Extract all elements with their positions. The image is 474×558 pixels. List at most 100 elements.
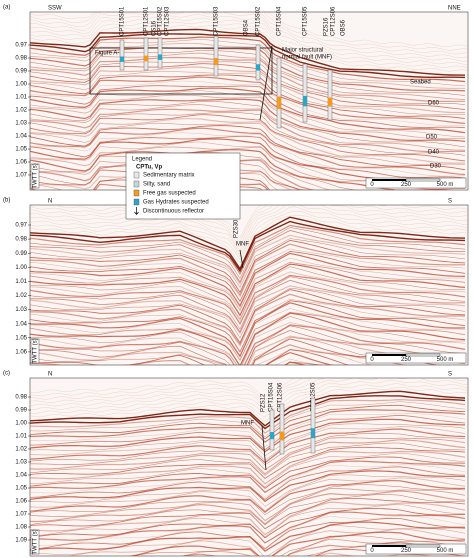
- reflector: [30, 497, 466, 530]
- direction-left: SSW: [48, 6, 62, 12]
- reflector: [30, 132, 466, 177]
- annotation: D40: [428, 150, 440, 156]
- y-tick-label: 1.03: [15, 121, 27, 127]
- y-tick-label: 1.01: [15, 434, 27, 440]
- reflector: [30, 418, 466, 453]
- reflector: [30, 28, 466, 76]
- cpt-column: [279, 403, 285, 455]
- legend-subtitle: CPTu, Vp: [136, 165, 163, 171]
- reflector: [30, 276, 466, 330]
- fault-c: [261, 425, 267, 471]
- water-noise: [30, 378, 304, 402]
- annotation: Seabed: [410, 80, 431, 86]
- y-tick-label: 1.00: [15, 421, 27, 427]
- reflector: [30, 316, 466, 365]
- reflector: [30, 114, 466, 162]
- reflector: [30, 266, 465, 320]
- legend-item: Free gas suspected: [143, 191, 196, 197]
- water-noise: [30, 378, 296, 397]
- reflector: [30, 216, 465, 271]
- fault-a: [259, 45, 273, 121]
- water-noise: [30, 12, 468, 51]
- annotation: CS16: [152, 20, 158, 36]
- annotation: Figure A-1: [95, 51, 123, 57]
- y-tick-label: 0.99: [15, 69, 27, 75]
- y-tick-label: 0.97: [15, 223, 27, 229]
- annotation: PZS30: [234, 219, 240, 238]
- annotation: PZS12: [261, 393, 267, 412]
- annotation: MNF: [241, 421, 254, 427]
- reflector: [30, 238, 466, 289]
- reflector: [30, 80, 466, 126]
- annotation: D30: [430, 164, 442, 170]
- reflector: [30, 71, 466, 115]
- reflector: [315, 552, 433, 556]
- cpt-gas: [144, 55, 148, 62]
- reflector: [30, 101, 466, 148]
- reflector: [30, 43, 465, 89]
- reflector: [30, 127, 466, 176]
- reflector: [30, 501, 466, 536]
- cpt-column: [119, 39, 125, 71]
- reflector: [132, 535, 466, 556]
- reflector: [30, 450, 466, 485]
- reflector: [30, 395, 466, 430]
- reflector: [30, 289, 466, 344]
- legend-arrow: [134, 207, 139, 216]
- scale-box: [365, 177, 467, 189]
- reflector: [30, 271, 466, 322]
- water-noise: [30, 17, 468, 66]
- reflector: [30, 224, 466, 276]
- cpt-column: [302, 63, 308, 123]
- scale-box: [365, 543, 467, 555]
- water-noise: [30, 12, 468, 47]
- cpt-gas: [328, 97, 332, 107]
- reflector: [30, 439, 466, 475]
- legend-box: [125, 152, 241, 220]
- cpt-column: [157, 37, 163, 69]
- reflector: [30, 324, 466, 365]
- y-axis-label: TWTT (s): [33, 163, 39, 188]
- cpt-column: [213, 35, 219, 77]
- reflector: [30, 488, 466, 522]
- reflector: [30, 175, 271, 190]
- reflector: [94, 178, 269, 190]
- reflector: [30, 298, 466, 348]
- reflector: [30, 94, 466, 140]
- panel-label: (b): [3, 198, 10, 204]
- y-tick-label: 1.02: [15, 447, 27, 453]
- reflector: [30, 220, 466, 273]
- cpt-gas: [280, 431, 284, 441]
- reflector: [30, 414, 466, 451]
- direction-right: S: [448, 372, 452, 378]
- legend-item: Discontinuous reflector: [143, 209, 204, 215]
- reflector: [30, 285, 466, 335]
- reflector: [30, 149, 455, 190]
- reflector: [30, 159, 317, 190]
- legend-item: Silty, sand: [143, 182, 170, 188]
- fault-b: [239, 249, 244, 269]
- annotation: CPT15S04: [269, 382, 275, 412]
- y-tick-label: 1.06: [15, 160, 27, 166]
- y-tick-label: 1.05: [15, 147, 27, 153]
- axis-label-box: [30, 163, 40, 189]
- seismic-image: [30, 378, 468, 556]
- reflector: [30, 466, 466, 501]
- reflector: [30, 136, 466, 179]
- cpt-gas: [214, 58, 218, 66]
- reflector: [30, 484, 466, 516]
- reflector: [30, 442, 465, 476]
- direction-left: N: [48, 199, 52, 205]
- y-tick-label: 0.98: [15, 237, 27, 243]
- annotation: CPT15S01: [120, 6, 126, 36]
- scale-label: 500 m: [437, 548, 454, 554]
- reflector: [30, 511, 466, 544]
- reflector: [30, 515, 466, 549]
- reflector: [30, 234, 466, 286]
- scale-box: [365, 352, 467, 364]
- y-tick-label: 0.97: [15, 43, 27, 49]
- reflector: [30, 74, 466, 119]
- reflector: [30, 470, 466, 503]
- direction-left: N: [48, 372, 52, 378]
- scale-bar-white: [405, 353, 441, 357]
